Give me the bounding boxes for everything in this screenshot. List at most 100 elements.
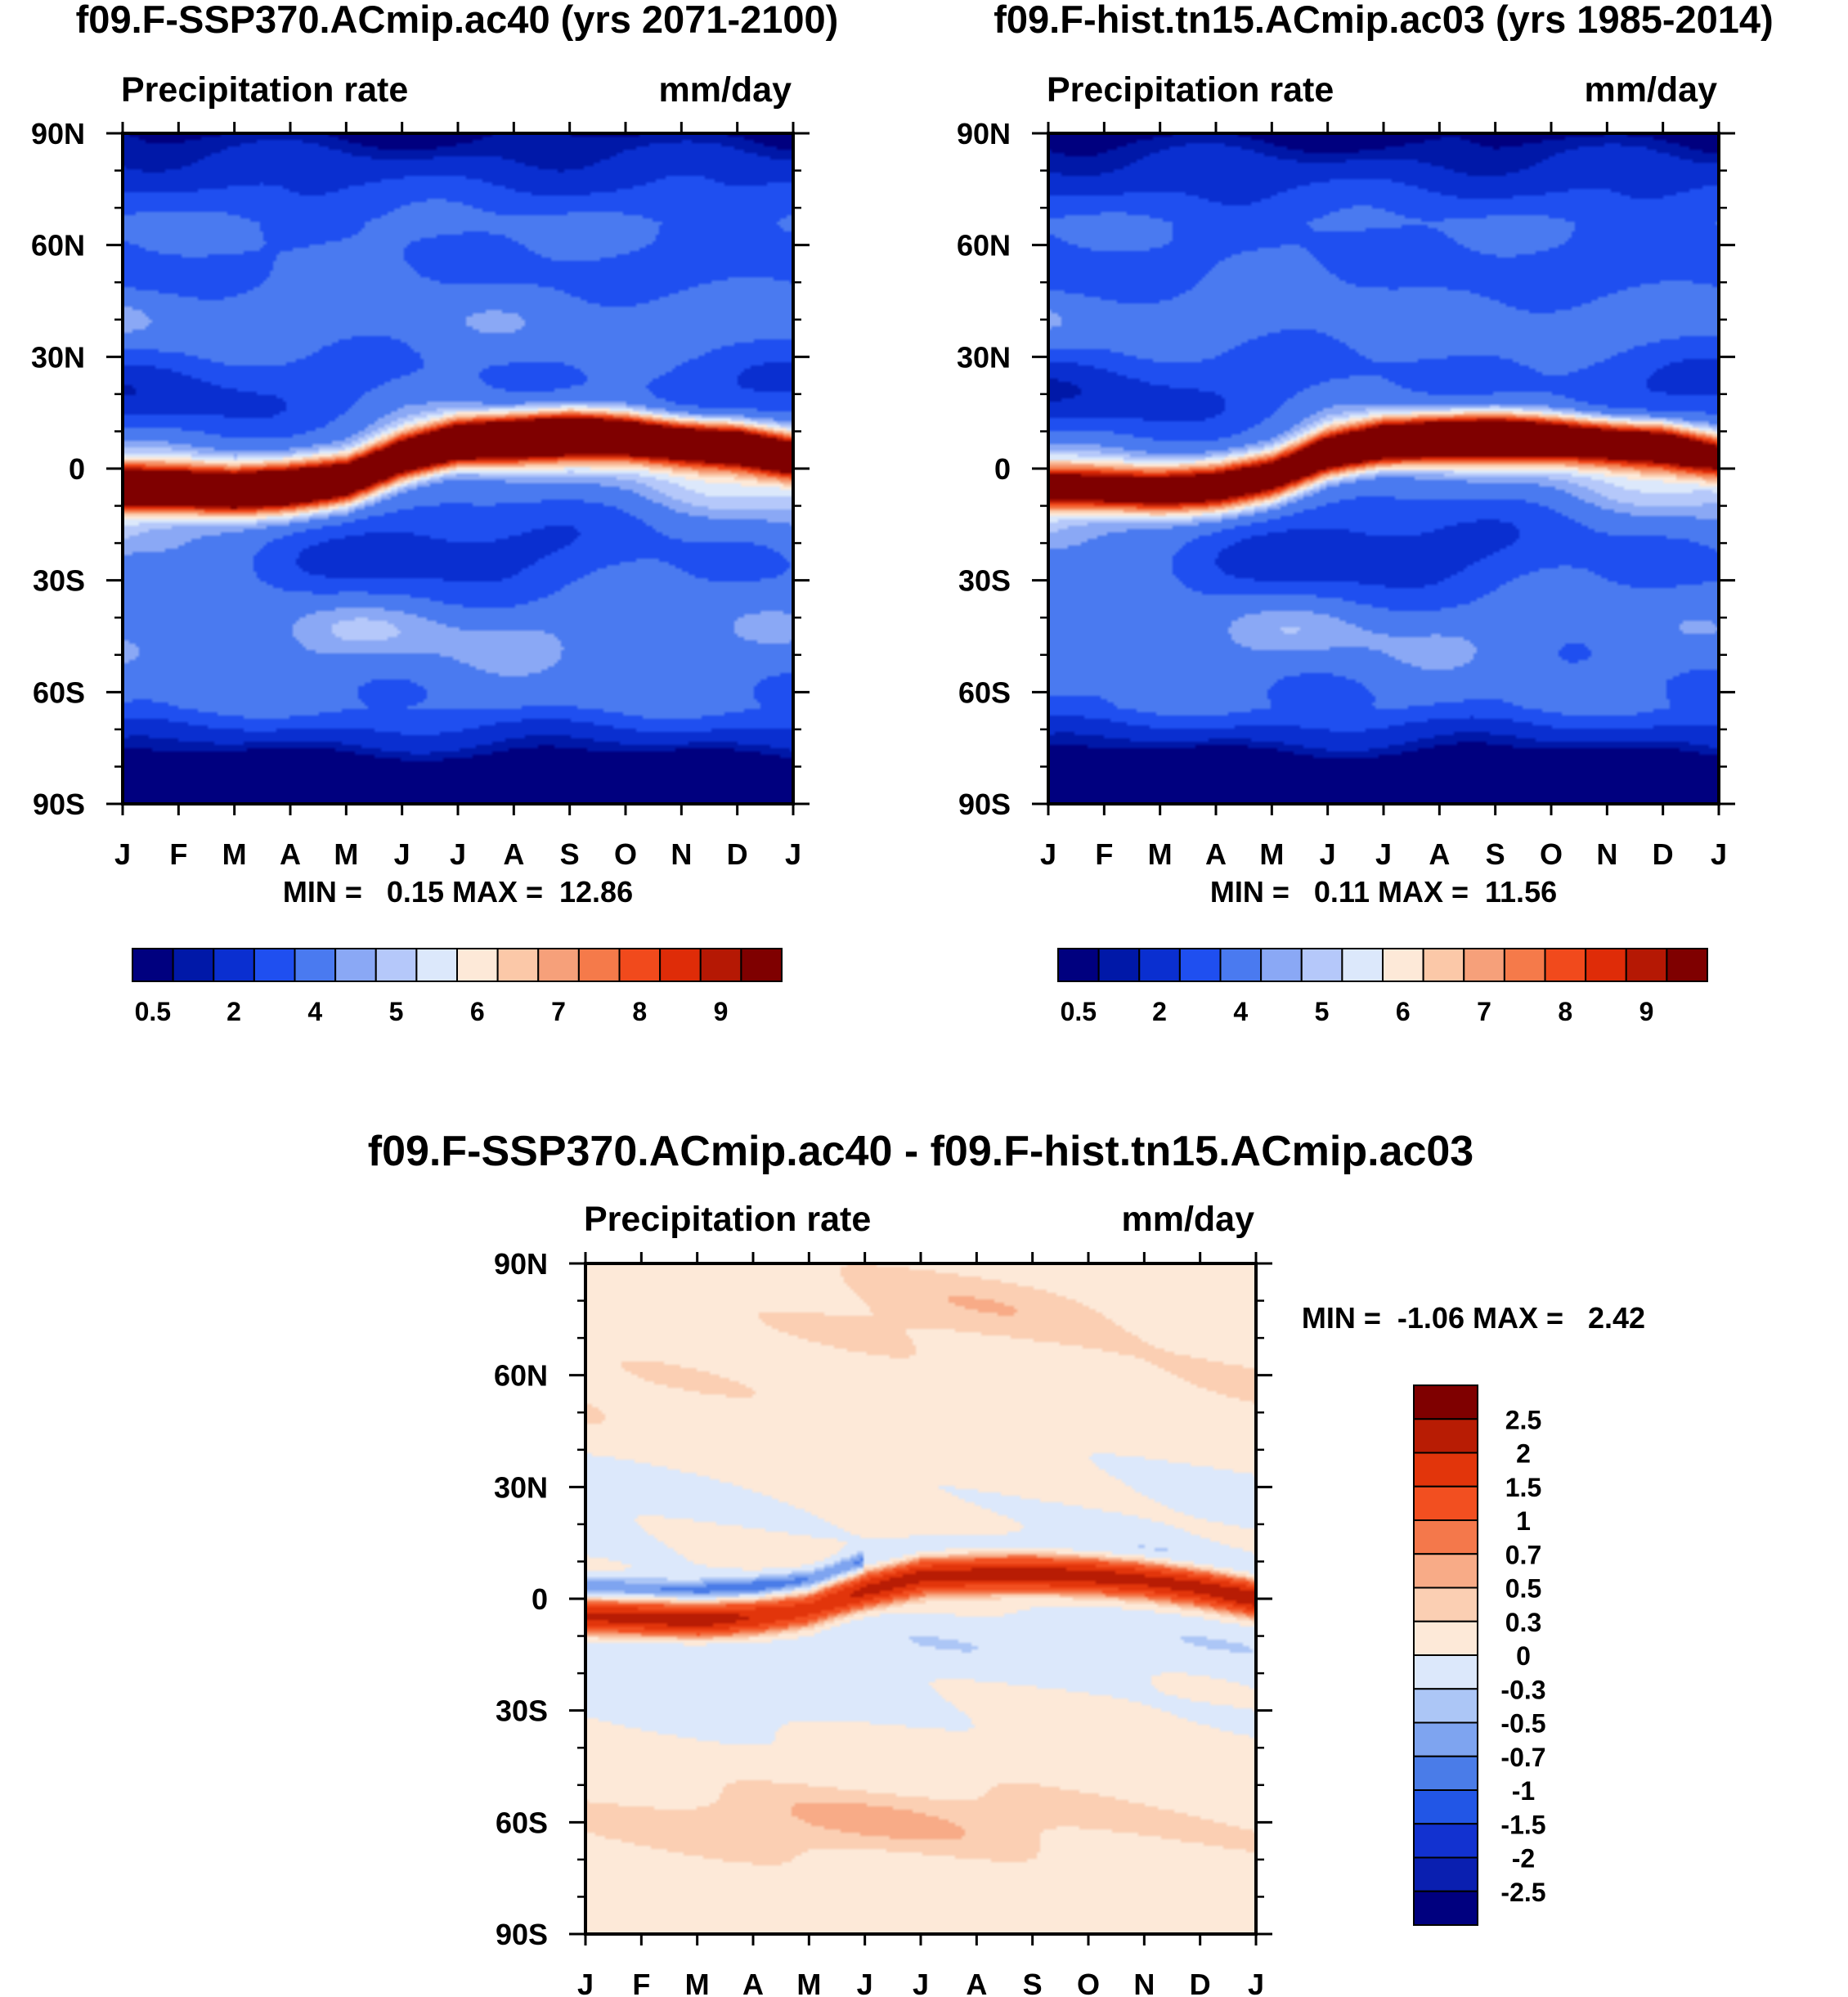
y-tick-label: 60N [957, 229, 1011, 263]
colorbar-swatch [1219, 948, 1263, 982]
colorbar-label: 0.3 [1505, 1608, 1541, 1637]
colorbar-label: -0.3 [1500, 1675, 1545, 1704]
x-tick-label: O [1540, 837, 1563, 871]
panel-title: f09.F-SSP370.ACmip.ac40 - f09.F-hist.tn1… [368, 1128, 1473, 1175]
y-tick-label: 90N [31, 117, 85, 150]
colorbar-swatch [740, 948, 783, 982]
y-tick-label: 90S [496, 1918, 548, 1951]
x-tick-label: J [913, 1968, 929, 1997]
colorbar-swatch [1260, 948, 1303, 982]
colorbar-swatch [294, 948, 337, 982]
colorbar-swatch [1413, 1620, 1478, 1656]
x-tick-label: D [1190, 1968, 1211, 1997]
colorbar-label: 0.7 [1505, 1540, 1541, 1569]
colorbar-label: 8 [632, 997, 647, 1026]
colorbar-label: 6 [470, 997, 485, 1026]
stats-text: MIN = -1.06 MAX = 2.42 [1302, 1301, 1645, 1335]
colorbar-swatch [1413, 1452, 1478, 1488]
x-tick-label: J [785, 837, 801, 871]
x-tick-label: J [857, 1968, 873, 1997]
x-tick-label: J [1711, 837, 1727, 871]
stats-text: MIN = 0.15 MAX = 12.86 [283, 875, 633, 909]
x-tick-label: A [742, 1968, 764, 1997]
colorbar-swatch [537, 948, 580, 982]
x-tick-label: A [1429, 837, 1450, 871]
colorbar-swatch [1413, 1823, 1478, 1859]
x-tick-label: N [1133, 1968, 1155, 1997]
x-tick-label: J [1375, 837, 1392, 871]
x-tick-label: J [1248, 1968, 1264, 1997]
x-tick-label: J [1040, 837, 1056, 871]
subtitle-right: mm/day [658, 70, 792, 110]
panel-ssp370: f09.F-SSP370.ACmip.ac40 (yrs 2071-2100) … [31, 0, 838, 1026]
colorbar-swatch [1413, 1789, 1478, 1825]
y-tick-label: 60S [958, 675, 1011, 709]
x-tick-label: O [614, 837, 637, 871]
colorbar-label: 5 [389, 997, 404, 1026]
colorbar-swatch [1097, 948, 1141, 982]
subtitle-left: Precipitation rate [121, 70, 408, 110]
y-tick-label: 30S [33, 564, 85, 598]
panel-hist: f09.F-hist.tn15.ACmip.ac03 (yrs 1985-201… [957, 0, 1774, 1026]
colorbar-swatch [618, 948, 662, 982]
colorbar-label: -1 [1512, 1776, 1535, 1806]
y-tick-label: 0 [532, 1582, 548, 1616]
colorbar-swatch [1585, 948, 1627, 982]
colorbar-label: 6 [1396, 997, 1411, 1026]
x-tick-label: J [114, 837, 131, 871]
colorbar-swatch [1503, 948, 1546, 982]
colorbar: 2.5 2 1.5 1 0.7 0.5 0.3 0 -0.3 -0.5 -0.7 -1 -1.5 -2 -2… [1413, 1384, 1546, 1926]
colorbar-label: -1.5 [1500, 1810, 1545, 1839]
colorbar-swatch [1138, 948, 1181, 982]
colorbar-label: -0.5 [1500, 1709, 1545, 1739]
colorbar-swatch [213, 948, 255, 982]
y-tick-label: 60S [33, 675, 85, 709]
colorbar-swatch [1300, 948, 1343, 982]
y-tick-label: 30N [31, 340, 85, 374]
x-tick-label: J [1320, 837, 1336, 871]
colorbar-swatch [1544, 948, 1587, 982]
colorbar-label: 4 [307, 997, 322, 1026]
colorbar-swatch [1382, 948, 1424, 982]
colorbar-label: 2.5 [1505, 1405, 1541, 1434]
x-tick-label: S [1486, 837, 1505, 871]
colorbar-swatch [1413, 1654, 1478, 1690]
x-tick-label: M [334, 837, 358, 871]
heatmap-field [585, 1263, 1256, 1934]
colorbar-swatch [1413, 1890, 1478, 1926]
heatmap-field [123, 133, 793, 804]
panel-title: f09.F-SSP370.ACmip.ac40 (yrs 2071-2100) [76, 0, 839, 41]
x-tick-label: D [1653, 837, 1674, 871]
x-tick-label: F [1095, 837, 1113, 871]
colorbar-label: -2.5 [1500, 1878, 1545, 1907]
colorbar-swatch [1057, 948, 1100, 982]
y-tick-label: 90N [957, 117, 1011, 150]
colorbar-swatch [1463, 948, 1505, 982]
x-tick-label: F [169, 837, 187, 871]
x-tick-label: M [685, 1968, 710, 1997]
colorbar-swatch [334, 948, 377, 982]
y-tick-label: 90S [33, 788, 85, 821]
colorbar-swatch [659, 948, 702, 982]
y-tick-label: 90N [494, 1247, 548, 1281]
colorbar-label: 8 [1558, 997, 1572, 1026]
stats-text: MIN = 0.11 MAX = 11.56 [1210, 875, 1557, 909]
colorbar-label: 1.5 [1505, 1473, 1541, 1502]
colorbar-swatch [172, 948, 215, 982]
y-tick-label: 0 [994, 452, 1011, 486]
colorbar-label: 9 [1639, 997, 1654, 1026]
x-tick-label: M [1148, 837, 1173, 871]
subtitle-right: mm/day [1584, 70, 1717, 110]
colorbar-swatch [1413, 1553, 1478, 1589]
x-tick-label: F [632, 1968, 650, 1997]
y-tick-label: 60S [496, 1806, 548, 1839]
colorbar-swatch [1413, 1418, 1478, 1454]
colorbar-swatch [375, 948, 418, 982]
panel-title: f09.F-hist.tn15.ACmip.ac03 (yrs 1985-201… [994, 0, 1773, 41]
colorbar-swatch [1625, 948, 1668, 982]
colorbar-swatch [496, 948, 540, 982]
